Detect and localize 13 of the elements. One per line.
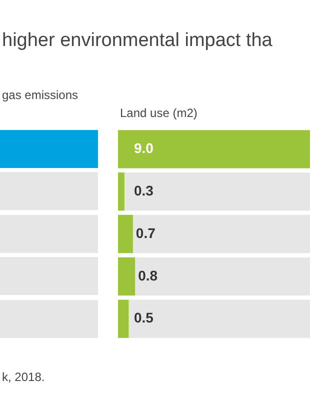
chart-subtitle: Land use (m2) — [120, 106, 198, 120]
bar — [118, 257, 136, 296]
data-label: 0.5 — [134, 310, 154, 326]
data-label: 9.0 — [134, 140, 154, 156]
bar — [118, 172, 124, 211]
bar — [118, 300, 129, 338]
chart-title: higher environmental impact tha — [2, 30, 272, 52]
data-label: 0.3 — [134, 182, 154, 198]
text: gas emissions — [2, 88, 78, 102]
data-label: 0.8 — [138, 267, 158, 284]
bar — [118, 214, 133, 254]
text: k, 2018. — [2, 370, 45, 384]
data-label: 0.7 — [136, 224, 156, 241]
